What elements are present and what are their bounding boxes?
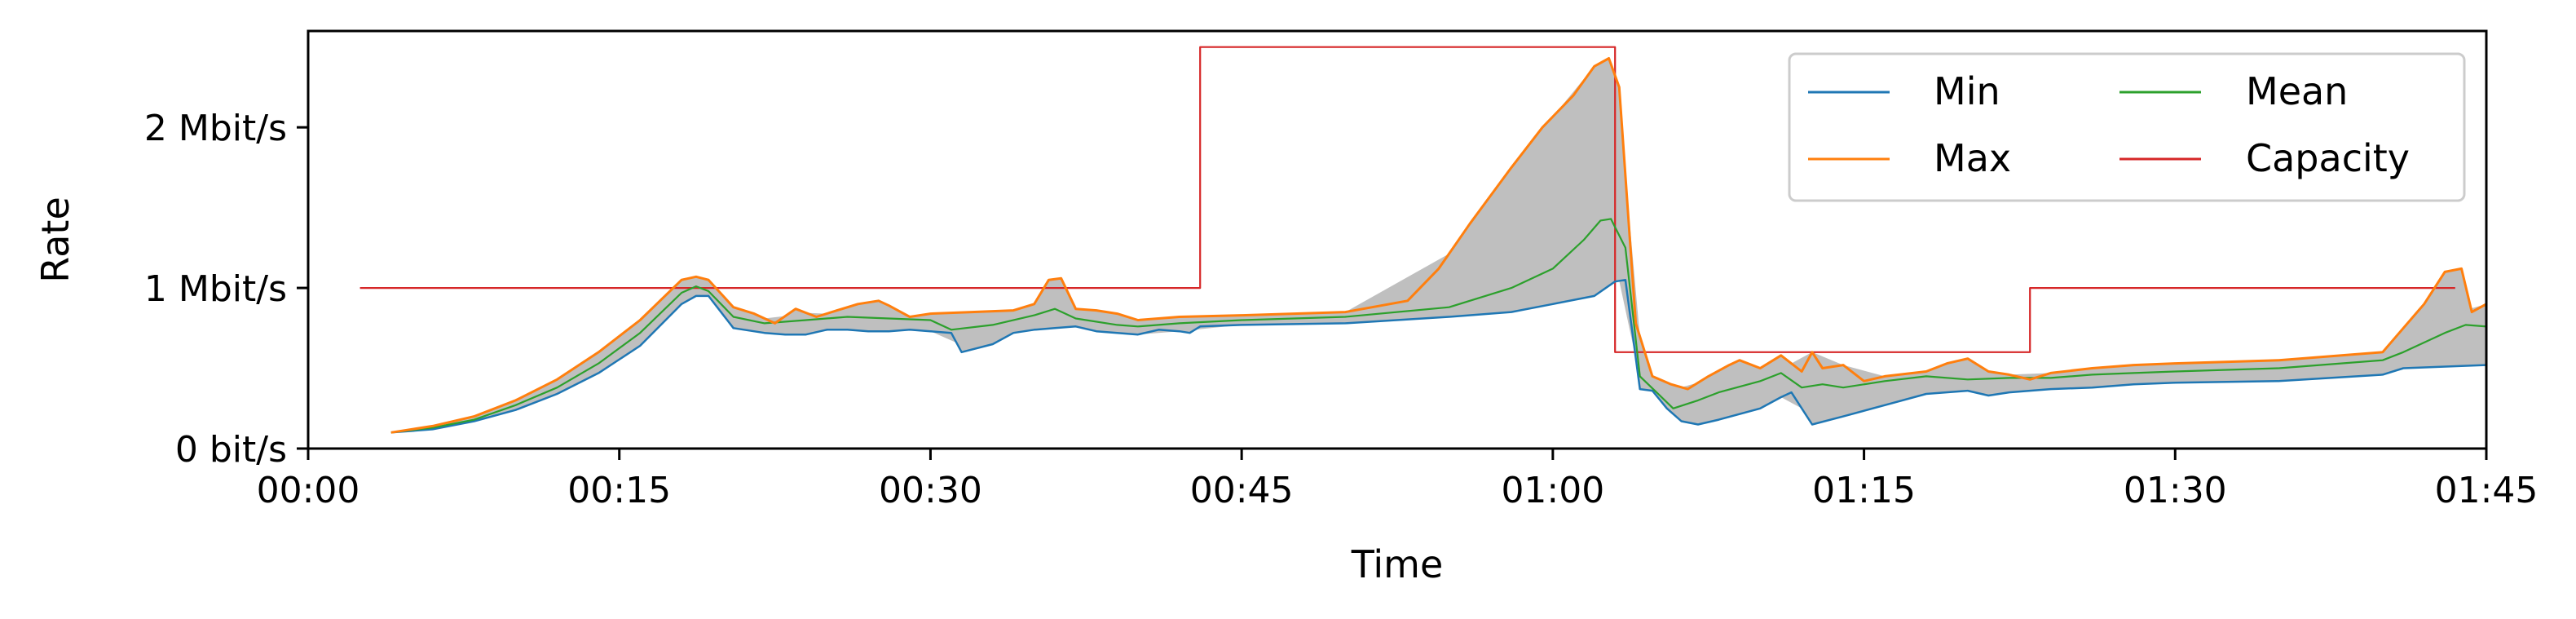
x-axis: 00:00 00:15 00:30 00:45 01:00 01:15 01:30 01:45 (257, 449, 2539, 511)
x-axis-title: Time (1351, 542, 1444, 586)
legend-label-max: Max (1934, 136, 2011, 180)
y-tick-label: 2 Mbit/s (144, 108, 287, 149)
series-line-max (390, 57, 2487, 434)
y-tick-label: 1 Mbit/s (144, 268, 287, 310)
x-tick-label: 01:00 (1501, 470, 1604, 511)
x-tick-label: 01:45 (2435, 470, 2539, 511)
x-tick-label: 00:00 (257, 470, 360, 511)
y-tick-label: 0 bit/s (175, 429, 287, 471)
y-axis-title: Rate (33, 197, 77, 282)
y-axis: 0 bit/s 1 Mbit/s 2 Mbit/s (144, 108, 308, 471)
x-tick-label: 01:15 (1812, 470, 1916, 511)
series-line-min (390, 278, 2487, 434)
legend: Min Max Mean Capacity (1788, 52, 2466, 202)
series-line-capacity (359, 46, 2455, 353)
x-tick-label: 00:45 (1190, 470, 1294, 511)
plot-frame (307, 29, 2488, 450)
legend-label-capacity: Capacity (2246, 136, 2410, 180)
plot-layer (359, 46, 2487, 434)
legend-label-mean: Mean (2246, 69, 2348, 113)
legend-box (1788, 52, 2466, 202)
x-tick-label: 00:15 (567, 470, 671, 511)
x-tick-label: 01:30 (2124, 470, 2227, 511)
legend-label-min: Min (1934, 69, 2000, 113)
x-tick-label: 00:30 (879, 470, 982, 511)
